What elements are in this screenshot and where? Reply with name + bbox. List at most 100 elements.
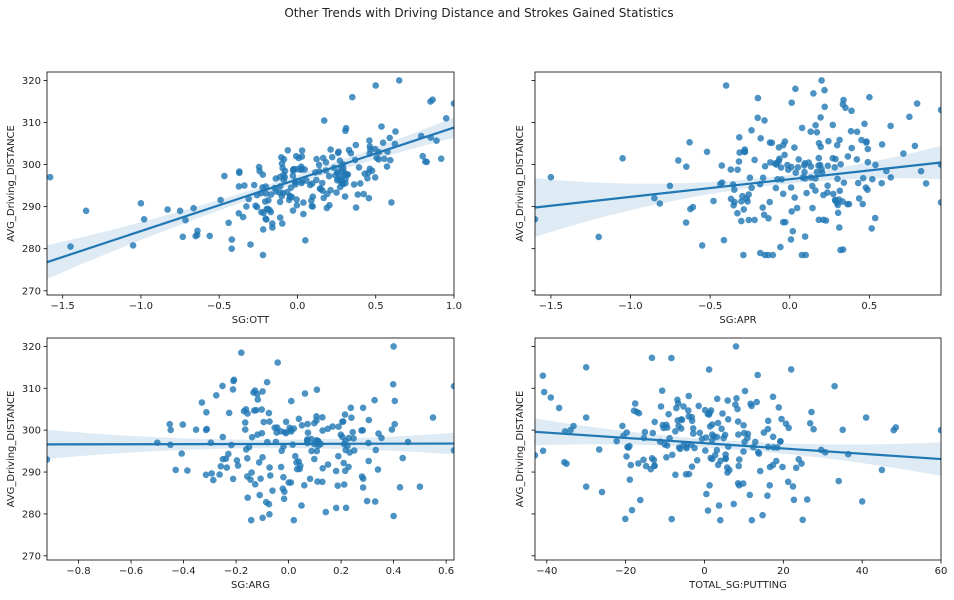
scatter-point — [280, 473, 287, 481]
scatter-point — [722, 451, 729, 458]
scatter-point — [787, 236, 795, 243]
scatter-point — [839, 246, 847, 253]
scatter-point — [672, 428, 679, 435]
scatter-point — [777, 438, 784, 445]
scatter-point — [244, 410, 251, 417]
scatter-point — [349, 428, 357, 436]
scatter-point — [779, 463, 786, 471]
x-tick-label: 0.5 — [861, 301, 877, 312]
scatter-point — [241, 419, 249, 426]
scatter-point — [795, 456, 802, 463]
scatter-point — [649, 429, 657, 437]
scatter-point — [277, 463, 285, 471]
scatter-point — [748, 516, 756, 524]
scatter-point — [363, 497, 371, 505]
scatter-point — [373, 154, 380, 162]
scatter-point — [651, 194, 658, 202]
scatter-point — [807, 128, 814, 135]
scatter-point — [243, 203, 250, 210]
scatter-point — [840, 179, 848, 186]
scatter-point — [792, 169, 799, 176]
scatter-point — [711, 451, 719, 459]
scatter-point — [357, 180, 364, 187]
regression-line — [47, 442, 454, 446]
scatter-point — [872, 161, 879, 169]
scatter-point — [663, 442, 671, 449]
scatter-point — [817, 143, 824, 151]
scatter-point — [837, 161, 844, 168]
scatter-point — [726, 466, 733, 474]
scatter-point — [858, 136, 865, 144]
scatter-point — [717, 457, 724, 465]
scatter-point — [807, 163, 815, 170]
scatter-point — [288, 397, 295, 405]
scatter-point — [640, 456, 647, 464]
scatter-point — [266, 464, 273, 471]
scatter-points — [47, 77, 454, 259]
scatter-point — [740, 429, 748, 437]
scatter-point — [730, 500, 737, 508]
scatter-point — [374, 466, 382, 473]
scatter-point — [913, 100, 921, 107]
scatter-point — [789, 227, 797, 235]
scatter-point — [247, 516, 255, 524]
scatter-point — [740, 251, 747, 259]
y-tick-label: 280 — [22, 244, 41, 255]
scatter-point — [208, 470, 215, 477]
scatter-point — [738, 198, 745, 205]
scatter-point — [848, 144, 855, 152]
scatter-point — [628, 506, 636, 514]
scatter-point — [748, 127, 755, 134]
scatter-point — [756, 467, 764, 475]
scatter-point — [442, 115, 450, 122]
scatter-point — [287, 184, 295, 191]
chart-panel-total-sg-putting: −40 −20 0 20 40 60 TOTAL_SG:PUTTING AVG_Driving… — [515, 337, 947, 591]
scatter-point — [391, 397, 399, 405]
scatter-point — [778, 415, 785, 423]
scatter-point — [642, 462, 650, 470]
scatter-point — [685, 470, 693, 478]
x-tick-label: 0.0 — [290, 301, 306, 312]
scatter-point — [887, 174, 895, 181]
scatter-point — [250, 181, 258, 189]
scatter-point — [619, 155, 626, 162]
scatter-point — [223, 464, 231, 471]
scatter-point — [319, 179, 326, 187]
scatter-point — [785, 424, 792, 432]
scatter-point — [623, 453, 630, 460]
scatter-point — [854, 179, 862, 187]
scatter-point — [759, 511, 766, 519]
scatter-point — [352, 204, 360, 211]
scatter-point — [427, 98, 434, 105]
scatter-point — [301, 390, 309, 397]
scatter-point — [239, 213, 247, 221]
scatter-point — [269, 487, 276, 495]
y-tick-label: 270 — [22, 551, 41, 562]
scatter-point — [396, 484, 404, 491]
scatter-point — [358, 427, 365, 434]
scatter-point — [746, 174, 754, 181]
x-tick-label: 0.4 — [386, 566, 402, 577]
scatter-point — [736, 149, 743, 156]
scatter-point — [256, 491, 264, 499]
scatter-point — [254, 396, 262, 403]
scatter-point — [834, 209, 842, 217]
scatter-point — [378, 123, 385, 130]
scatter-point — [450, 447, 454, 454]
scatter-point — [140, 216, 148, 223]
scatter-point — [785, 166, 792, 173]
scatter-point — [266, 511, 273, 518]
x-axis-label: SG:OTT — [232, 315, 270, 326]
scatter-point — [225, 409, 233, 417]
scatter-point — [309, 193, 317, 200]
scatter-point — [257, 475, 264, 483]
scatter-point — [325, 172, 333, 180]
scatter-point — [845, 200, 853, 208]
scatter-point — [703, 490, 710, 498]
x-tick-label: −40 — [536, 566, 557, 577]
scatter-point — [741, 146, 749, 153]
scatter-point — [293, 459, 300, 466]
scatter-point — [359, 404, 367, 412]
scatter-point — [836, 224, 843, 231]
scatter-point — [221, 172, 228, 180]
